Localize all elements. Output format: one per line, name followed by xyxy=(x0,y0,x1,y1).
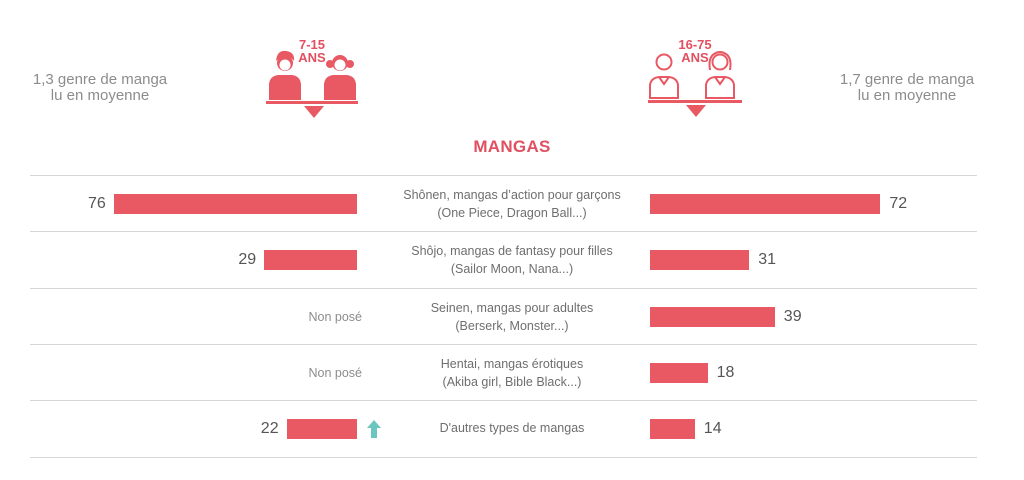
left-average-line2: lu en moyenne xyxy=(50,87,150,104)
right-average-text: 1,7 genre de manga lu en moyenne xyxy=(807,72,1007,104)
category-label-line2: (One Piece, Dragon Ball...) xyxy=(437,206,587,220)
category-label: Seinen, mangas pour adultes (Berserk, Mon… xyxy=(362,299,662,335)
right-bar xyxy=(650,194,881,214)
right-bar xyxy=(650,419,695,440)
chart-title: MANGAS xyxy=(473,137,551,156)
category-label: Shônen, mangas d’action pour garçons (One… xyxy=(362,186,662,222)
category-label-line1: Shônen, mangas d’action pour garçons xyxy=(403,188,621,202)
left-not-asked-label: Non posé xyxy=(308,365,362,380)
category-label-line2: (Sailor Moon, Nana...) xyxy=(450,262,574,277)
row-divider xyxy=(30,175,977,176)
category-label-line1: Seinen, mangas pour adultes xyxy=(430,300,594,315)
left-age-unit: ANS xyxy=(298,50,326,65)
right-average-line2: lu en moyenne xyxy=(857,87,957,104)
left-age-range: 7-15 xyxy=(298,37,326,52)
right-average-line1: 1,7 genre de manga xyxy=(839,71,975,88)
left-average-text: 1,3 genre de manga lu en moyenne xyxy=(0,72,200,104)
category-label: Hentai, mangas érotiques (Akiba girl, Bib… xyxy=(362,355,662,391)
right-age-unit: ANS xyxy=(681,50,709,65)
category-label-line1: Shôjo, mangas de fantasy pour filles xyxy=(411,244,613,259)
adults-icon xyxy=(648,51,742,117)
left-bar xyxy=(113,194,357,214)
row-divider xyxy=(30,231,977,232)
right-bar xyxy=(650,362,708,383)
right-age-label: 16-75 ANS xyxy=(665,38,725,64)
left-bar xyxy=(286,419,357,440)
left-not-asked-label: Non posé xyxy=(308,309,362,324)
left-value-label: 76 xyxy=(88,195,106,212)
right-value-label: 39 xyxy=(783,307,802,325)
right-value-label: 72 xyxy=(889,195,908,212)
left-value-label: 22 xyxy=(260,420,279,438)
category-label-line2: (Akiba girl, Bible Black...) xyxy=(442,374,582,389)
row-divider xyxy=(30,400,977,401)
children-icon xyxy=(266,50,358,118)
left-age-label: 7-15 ANS xyxy=(282,38,342,64)
right-value-label: 31 xyxy=(758,251,776,269)
category-label: Shôjo, mangas de fantasy pour filles (Sai… xyxy=(362,242,662,278)
right-value-label: 14 xyxy=(703,420,722,438)
right-bar xyxy=(650,250,750,271)
trend-up-arrow-icon xyxy=(367,420,381,439)
category-label: D'autres types de mangas xyxy=(439,421,585,436)
category-label-line1: Hentai, mangas érotiques xyxy=(440,356,584,371)
right-value-label: 18 xyxy=(716,363,735,381)
left-bar xyxy=(264,250,357,271)
category-label-line2: (Berserk, Monster...) xyxy=(455,318,569,333)
left-average-line1: 1,3 genre de manga xyxy=(32,71,168,88)
row-divider xyxy=(30,288,977,289)
right-age-range: 16-75 xyxy=(678,37,712,52)
row-divider xyxy=(30,344,977,345)
left-value-label: 29 xyxy=(238,251,257,269)
row-divider xyxy=(30,457,977,458)
right-bar xyxy=(650,306,775,327)
